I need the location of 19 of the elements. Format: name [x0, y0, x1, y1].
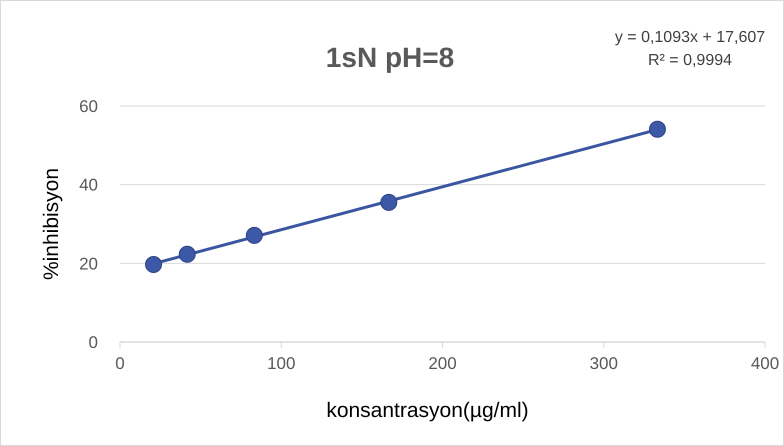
point	[648, 120, 666, 138]
y-tick-label: 40	[79, 176, 98, 195]
point	[145, 256, 162, 274]
point	[380, 194, 398, 211]
y-tick-label: 60	[79, 97, 98, 116]
x-tick-label: 100	[267, 354, 296, 373]
x-tick-label: 300	[590, 354, 618, 373]
y-tick-label: 20	[79, 254, 98, 274]
chart-title: 1sN pH=8	[326, 42, 454, 73]
x-axis-title: konsantrasyon(µg/ml)	[326, 399, 529, 422]
point	[178, 246, 196, 263]
y-tick-label: 0	[88, 333, 98, 352]
x-tick-label: 200	[428, 354, 457, 373]
point	[246, 226, 263, 244]
y-axis-title: %inhibisyon	[40, 168, 63, 280]
x-tick-label: 0	[115, 354, 125, 373]
x-tick-label: 400	[750, 354, 780, 373]
text: R² = 0,9994	[648, 52, 732, 69]
text: y = 0,1093x + 17,607	[614, 29, 766, 46]
